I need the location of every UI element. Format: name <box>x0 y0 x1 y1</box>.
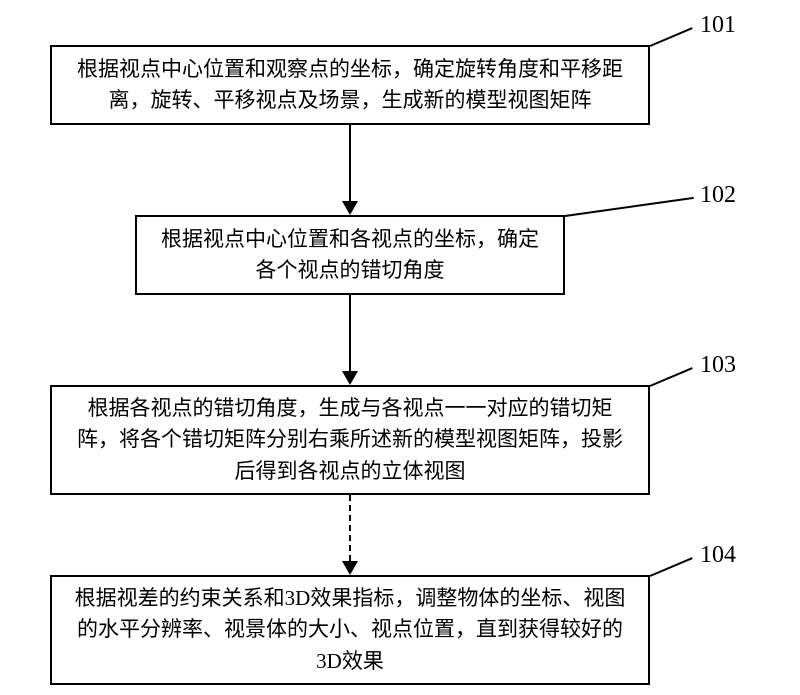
arrow-head-icon <box>342 201 358 215</box>
arrow-shaft-dashed <box>349 495 351 561</box>
arrow-head-icon <box>342 561 358 575</box>
step-label-101: 101 <box>700 12 736 39</box>
step-box-101: 根据视点中心位置和观察点的坐标，确定旋转角度和平移距离，旋转、平移视点及场景，生… <box>50 45 650 125</box>
leader-line <box>650 367 693 387</box>
leader-line <box>650 27 693 47</box>
step-label-102: 102 <box>700 182 736 209</box>
step-label-104: 104 <box>700 542 736 569</box>
arrow-shaft <box>349 125 351 201</box>
flowchart-canvas: 根据视点中心位置和观察点的坐标，确定旋转角度和平移距离，旋转、平移视点及场景，生… <box>0 0 800 695</box>
arrow-shaft <box>349 295 351 371</box>
step-text: 根据视点中心位置和各视点的坐标，确定各个视点的错切角度 <box>155 224 545 287</box>
leader-line <box>650 557 693 577</box>
step-box-103: 根据各视点的错切角度，生成与各视点一一对应的错切矩阵，将各个错切矩阵分别右乘所述… <box>50 385 650 495</box>
step-text: 根据各视点的错切角度，生成与各视点一一对应的错切矩阵，将各个错切矩阵分别右乘所述… <box>70 393 630 488</box>
step-box-102: 根据视点中心位置和各视点的坐标，确定各个视点的错切角度 <box>135 215 565 295</box>
step-text: 根据视点中心位置和观察点的坐标，确定旋转角度和平移距离，旋转、平移视点及场景，生… <box>70 54 630 117</box>
leader-line <box>565 197 694 217</box>
arrow-head-icon <box>342 371 358 385</box>
step-label-103: 103 <box>700 352 736 379</box>
step-text: 根据视差的约束关系和3D效果指标，调整物体的坐标、视图的水平分辨率、视景体的大小… <box>70 583 630 678</box>
step-box-104: 根据视差的约束关系和3D效果指标，调整物体的坐标、视图的水平分辨率、视景体的大小… <box>50 575 650 685</box>
